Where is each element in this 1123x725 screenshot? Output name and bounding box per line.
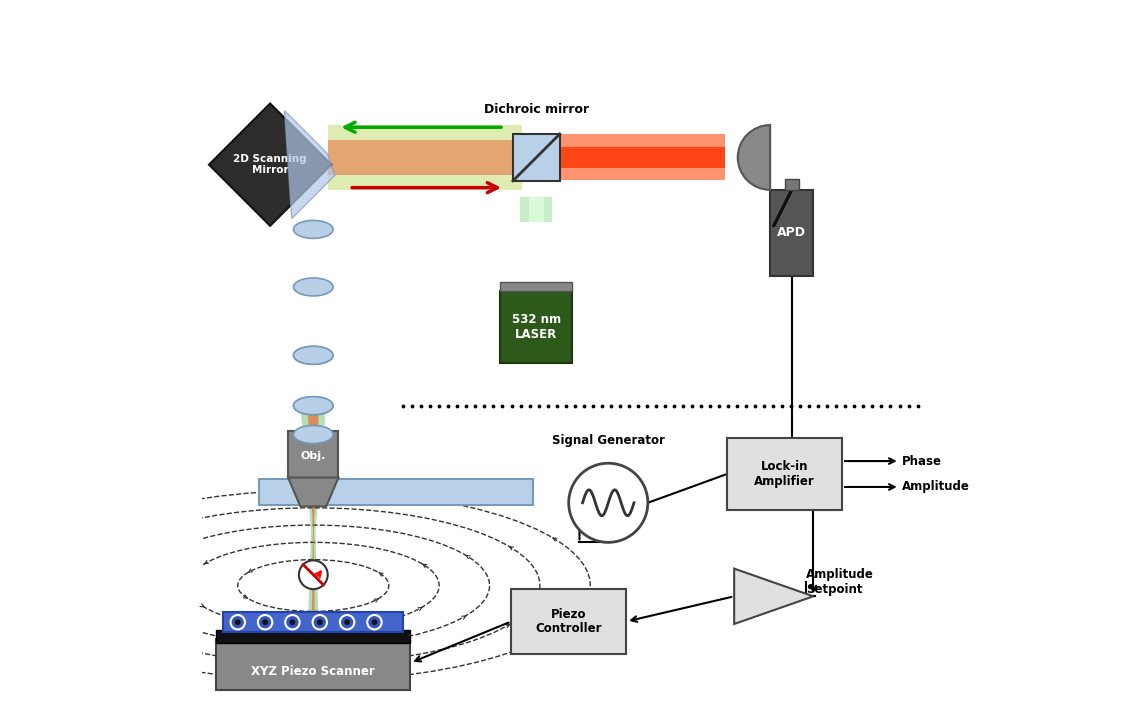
FancyBboxPatch shape bbox=[328, 125, 522, 190]
FancyBboxPatch shape bbox=[259, 479, 532, 505]
Polygon shape bbox=[289, 478, 338, 506]
Circle shape bbox=[317, 619, 322, 625]
Polygon shape bbox=[734, 568, 813, 624]
Text: Obj.: Obj. bbox=[301, 451, 326, 461]
Text: Amplitude
Setpoint: Amplitude Setpoint bbox=[806, 568, 874, 596]
Polygon shape bbox=[284, 111, 335, 219]
FancyBboxPatch shape bbox=[328, 140, 522, 175]
FancyBboxPatch shape bbox=[511, 589, 627, 654]
Circle shape bbox=[258, 615, 272, 629]
Text: Phase: Phase bbox=[902, 455, 942, 468]
Circle shape bbox=[345, 619, 350, 625]
FancyBboxPatch shape bbox=[216, 630, 410, 643]
FancyBboxPatch shape bbox=[770, 190, 813, 276]
FancyBboxPatch shape bbox=[501, 282, 573, 291]
FancyBboxPatch shape bbox=[216, 639, 410, 690]
Circle shape bbox=[230, 615, 245, 629]
Ellipse shape bbox=[293, 278, 334, 296]
Text: 2D Scanning
Mirror: 2D Scanning Mirror bbox=[234, 154, 307, 175]
FancyBboxPatch shape bbox=[501, 291, 573, 362]
Wedge shape bbox=[738, 125, 770, 190]
Circle shape bbox=[568, 463, 648, 542]
Polygon shape bbox=[209, 104, 331, 225]
Ellipse shape bbox=[293, 220, 334, 239]
Ellipse shape bbox=[293, 397, 334, 415]
FancyBboxPatch shape bbox=[513, 134, 559, 181]
FancyBboxPatch shape bbox=[289, 431, 338, 478]
Text: XYZ Piezo Scanner: XYZ Piezo Scanner bbox=[252, 666, 375, 679]
Circle shape bbox=[235, 619, 240, 625]
Ellipse shape bbox=[293, 347, 334, 364]
Ellipse shape bbox=[293, 397, 334, 415]
Text: APD: APD bbox=[777, 226, 806, 239]
Circle shape bbox=[367, 615, 382, 629]
FancyBboxPatch shape bbox=[529, 197, 544, 222]
Text: 532 nm
LASER: 532 nm LASER bbox=[512, 312, 560, 341]
Circle shape bbox=[340, 615, 354, 629]
Text: Signal Generator: Signal Generator bbox=[551, 434, 665, 447]
FancyBboxPatch shape bbox=[727, 438, 842, 510]
Circle shape bbox=[285, 615, 300, 629]
Circle shape bbox=[299, 560, 328, 589]
Circle shape bbox=[312, 615, 327, 629]
Polygon shape bbox=[308, 406, 319, 639]
Ellipse shape bbox=[293, 347, 334, 364]
FancyBboxPatch shape bbox=[559, 134, 725, 181]
Ellipse shape bbox=[293, 426, 334, 444]
FancyBboxPatch shape bbox=[785, 179, 798, 190]
FancyBboxPatch shape bbox=[223, 612, 403, 632]
FancyBboxPatch shape bbox=[520, 197, 553, 222]
FancyBboxPatch shape bbox=[559, 146, 725, 168]
Polygon shape bbox=[300, 406, 327, 654]
Circle shape bbox=[372, 619, 377, 625]
Circle shape bbox=[290, 619, 295, 625]
Text: Amplitude: Amplitude bbox=[902, 481, 969, 494]
Text: Lock-in
Amplifier: Lock-in Amplifier bbox=[755, 460, 815, 488]
Circle shape bbox=[262, 619, 268, 625]
Text: Dichroic mirror: Dichroic mirror bbox=[484, 103, 588, 116]
Text: Piezo
Controller: Piezo Controller bbox=[536, 608, 602, 636]
